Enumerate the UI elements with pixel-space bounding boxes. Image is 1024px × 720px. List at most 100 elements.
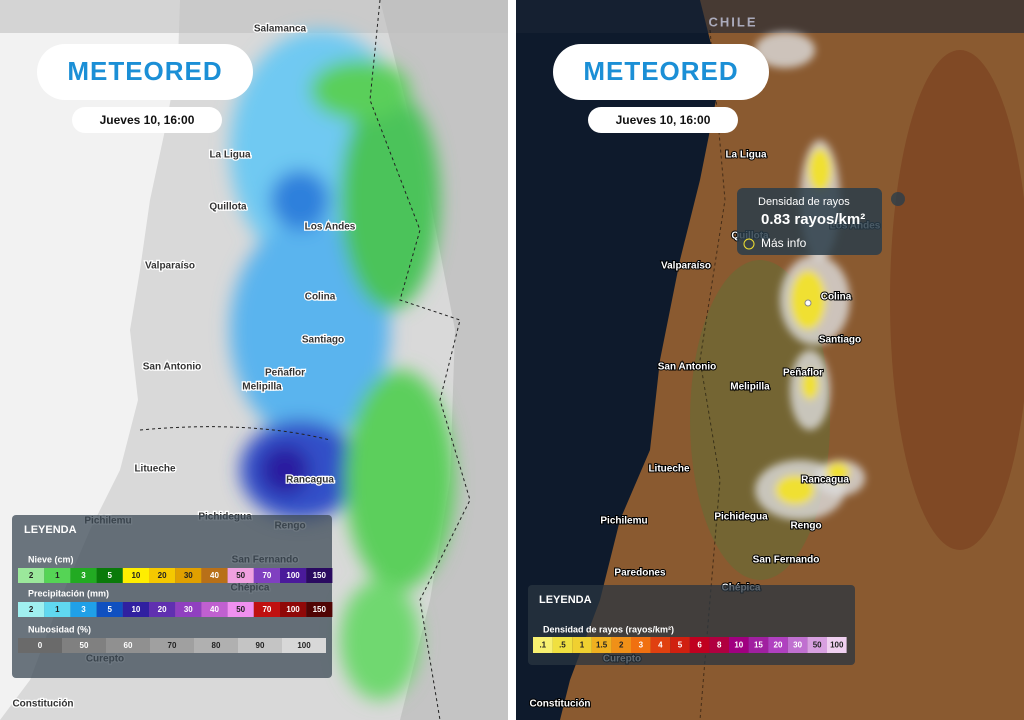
place-label: Santiago <box>819 335 861 346</box>
legend-label: 70 <box>262 605 271 614</box>
place-label: San Antonio <box>143 362 202 373</box>
legend-label: 90 <box>256 641 265 650</box>
place-label: Valparaíso <box>661 261 711 272</box>
legend-swatch <box>650 637 671 653</box>
legend-swatch <box>201 568 228 583</box>
legend-label: 100 <box>286 605 300 614</box>
mountains <box>380 0 508 720</box>
legend-label: 5 <box>107 605 112 614</box>
legend-label: 3 <box>81 571 86 580</box>
legend-label: 3 <box>81 605 86 614</box>
place-label: Paredones <box>614 568 666 579</box>
legend-swatch <box>96 602 123 617</box>
legend-swatch <box>631 637 651 653</box>
legend-label: 10 <box>131 571 140 580</box>
overlay: METEORED Jueves 10, 16:00 METEORED Jueves 1… <box>11 14 905 711</box>
place-label: Colina <box>821 292 852 303</box>
legend-label: 40 <box>210 605 219 614</box>
legend-swatch <box>122 602 149 617</box>
legend-swatch <box>175 568 202 583</box>
top-bar <box>0 0 508 33</box>
close-dot[interactable] <box>891 192 905 206</box>
legend-label: 70 <box>168 641 177 650</box>
mountains <box>890 50 1024 550</box>
legend-label: 80 <box>212 641 221 650</box>
legend-swatch <box>150 638 194 653</box>
legend-swatch <box>807 637 827 653</box>
legend-swatch <box>282 638 326 653</box>
legend-label: 50 <box>813 641 822 650</box>
legend-swatch <box>70 602 97 617</box>
legend-label: 8 <box>717 641 722 650</box>
legend-swatch <box>787 637 808 653</box>
legend-label: 150 <box>313 571 327 580</box>
legend-swatch <box>306 568 333 583</box>
legend-label: 2 <box>619 641 624 650</box>
legend-label: 150 <box>313 605 327 614</box>
place-label: Rancagua <box>801 475 849 486</box>
legend-label: 100 <box>286 571 300 580</box>
tooltip-link[interactable]: Más info <box>761 236 807 250</box>
legend-swatch <box>729 637 749 653</box>
legend-swatch <box>44 568 71 583</box>
legend-swatch <box>533 637 553 653</box>
border <box>369 0 471 720</box>
place-label: Melipilla <box>730 382 770 393</box>
legend-swatch <box>175 602 202 617</box>
ocean <box>516 0 720 720</box>
legend-label: 1.5 <box>596 641 608 650</box>
location-pin[interactable] <box>804 299 812 307</box>
legend-label: 50 <box>236 605 245 614</box>
legend-swatch <box>306 602 333 617</box>
legend-label: 0 <box>38 641 43 650</box>
legend-label: 4 <box>658 641 663 650</box>
tooltip-title: Densidad de rayos <box>758 196 850 208</box>
legend-swatch <box>238 638 282 653</box>
legend-group-name: Precipitación (mm) <box>28 588 109 598</box>
legend-label: 70 <box>262 571 271 580</box>
legend-title: LEYENDA <box>539 594 592 606</box>
legend-swatch <box>552 637 573 653</box>
place-label: La Ligua <box>209 150 251 161</box>
place-label: Los Andes <box>305 222 356 233</box>
country-label: CHILE <box>709 14 758 29</box>
legend-label: 6 <box>697 641 702 650</box>
date-box <box>588 107 738 133</box>
place-label: La Ligua <box>725 150 767 161</box>
legend-group-name: Nubosidad (%) <box>28 624 91 634</box>
precip-area <box>230 30 455 700</box>
legend-label: 30 <box>184 571 193 580</box>
legend-swatch <box>122 568 149 583</box>
legend-label: 100 <box>297 641 311 650</box>
legend-label: 3 <box>639 641 644 650</box>
legend-swatch <box>44 602 71 617</box>
legend-swatch <box>689 637 710 653</box>
legend-label: 100 <box>830 641 844 650</box>
legend-swatch <box>748 637 769 653</box>
legend-swatch <box>591 637 612 653</box>
date-box <box>72 107 222 133</box>
legend-swatch <box>106 638 150 653</box>
border <box>699 29 726 720</box>
legend-swatch <box>709 637 729 653</box>
legend-label: 5 <box>107 571 112 580</box>
legend-swatch <box>62 638 106 653</box>
legend-swatch <box>70 568 97 583</box>
tooltip-value: 0.83 rayos/km² <box>761 211 865 228</box>
place-label: San Fernando <box>753 555 820 566</box>
legend-swatch <box>18 602 45 617</box>
legend-swatch <box>201 602 228 617</box>
place-label: Peñaflor <box>265 368 305 379</box>
date: Jueves 10, 16:00 <box>100 113 195 127</box>
legend-swatch <box>18 568 45 583</box>
lightning-area <box>755 32 865 520</box>
place-label: Rengo <box>790 521 821 532</box>
place-label: Valparaíso <box>145 261 195 272</box>
place-label: Salamanca <box>254 24 307 35</box>
legend-label: 30 <box>793 641 802 650</box>
legend-swatch <box>149 602 176 617</box>
legend-group-name: Nieve (cm) <box>28 554 74 564</box>
legend-swatch <box>253 568 280 583</box>
place-label: Quillota <box>209 202 247 213</box>
legend-label: 30 <box>184 605 193 614</box>
